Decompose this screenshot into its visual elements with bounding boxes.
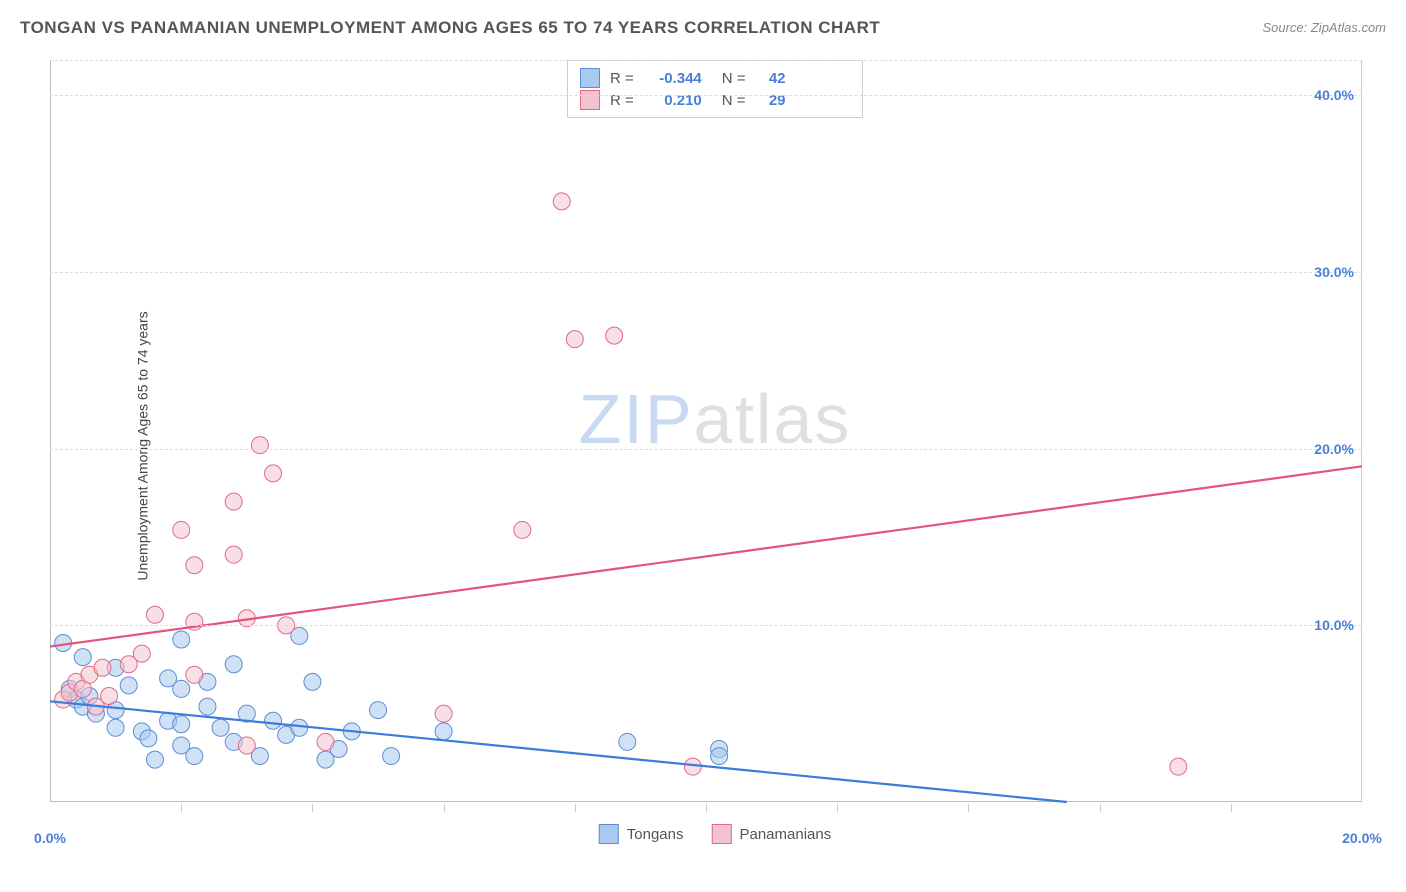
data-point bbox=[606, 327, 623, 344]
data-point bbox=[514, 521, 531, 538]
data-point bbox=[225, 546, 242, 563]
gridline bbox=[50, 95, 1362, 96]
data-point bbox=[186, 557, 203, 574]
x-minor-tick bbox=[1231, 804, 1232, 812]
x-minor-tick bbox=[444, 804, 445, 812]
legend-swatch bbox=[580, 68, 600, 88]
x-minor-tick bbox=[706, 804, 707, 812]
stat-label: N = bbox=[722, 92, 746, 109]
legend-swatch bbox=[580, 90, 600, 110]
data-point bbox=[140, 730, 157, 747]
data-point bbox=[173, 521, 190, 538]
y-tick-label: 20.0% bbox=[1314, 441, 1354, 457]
gridline bbox=[50, 449, 1362, 450]
x-tick-label: 20.0% bbox=[1342, 830, 1382, 846]
gridline bbox=[50, 60, 1362, 61]
data-point bbox=[383, 748, 400, 765]
stats-row: R = 0.210 N = 29 bbox=[580, 89, 850, 111]
stats-row: R = -0.344 N = 42 bbox=[580, 67, 850, 89]
stats-legend: R = -0.344 N = 42 R = 0.210 N = 29 bbox=[567, 60, 863, 118]
data-point bbox=[251, 437, 268, 454]
data-point bbox=[94, 659, 111, 676]
data-point bbox=[711, 748, 728, 765]
data-point bbox=[619, 733, 636, 750]
data-point bbox=[265, 465, 282, 482]
data-point bbox=[553, 193, 570, 210]
data-point bbox=[146, 751, 163, 768]
legend-label: Tongans bbox=[627, 826, 684, 843]
data-point bbox=[370, 702, 387, 719]
data-point bbox=[101, 688, 118, 705]
data-point bbox=[133, 645, 150, 662]
stat-label: R = bbox=[610, 70, 634, 87]
data-point bbox=[238, 737, 255, 754]
data-point bbox=[435, 723, 452, 740]
x-tick-label: 0.0% bbox=[34, 830, 66, 846]
y-tick-label: 30.0% bbox=[1314, 264, 1354, 280]
data-point bbox=[186, 666, 203, 683]
x-minor-tick bbox=[968, 804, 969, 812]
data-point bbox=[120, 677, 137, 694]
x-minor-tick bbox=[575, 804, 576, 812]
data-point bbox=[173, 680, 190, 697]
x-minor-tick bbox=[837, 804, 838, 812]
stat-r-value: -0.344 bbox=[644, 70, 702, 87]
x-minor-tick bbox=[181, 804, 182, 812]
chart-title: TONGAN VS PANAMANIAN UNEMPLOYMENT AMONG … bbox=[20, 18, 880, 37]
x-minor-tick bbox=[1100, 804, 1101, 812]
data-point bbox=[173, 716, 190, 733]
legend-swatch bbox=[599, 824, 619, 844]
gridline bbox=[50, 272, 1362, 273]
data-point bbox=[1170, 758, 1187, 775]
data-point bbox=[173, 631, 190, 648]
plot-area: ZIPatlas R =-0.344N =42R =0.210N =29 Ton… bbox=[50, 60, 1380, 840]
chart-header: TONGAN VS PANAMANIAN UNEMPLOYMENT AMONG … bbox=[20, 18, 1386, 46]
data-point bbox=[435, 705, 452, 722]
data-point bbox=[291, 719, 308, 736]
regression-line bbox=[50, 466, 1362, 646]
chart-svg bbox=[50, 60, 1380, 840]
data-point bbox=[74, 649, 91, 666]
data-point bbox=[566, 331, 583, 348]
data-point bbox=[304, 673, 321, 690]
stat-label: R = bbox=[610, 92, 634, 109]
data-point bbox=[265, 712, 282, 729]
y-tick-label: 40.0% bbox=[1314, 87, 1354, 103]
data-point bbox=[186, 748, 203, 765]
regression-line bbox=[50, 701, 1067, 802]
data-point bbox=[212, 719, 229, 736]
legend-label: Panamanians bbox=[739, 826, 831, 843]
stat-label: N = bbox=[722, 70, 746, 87]
legend-item: Panamanians bbox=[711, 824, 831, 844]
data-point bbox=[199, 698, 216, 715]
y-tick-label: 10.0% bbox=[1314, 617, 1354, 633]
data-point bbox=[107, 719, 124, 736]
stat-n-value: 42 bbox=[756, 70, 786, 87]
source-label: Source: ZipAtlas.com bbox=[1262, 20, 1386, 35]
legend-swatch bbox=[711, 824, 731, 844]
data-point bbox=[225, 656, 242, 673]
data-point bbox=[225, 493, 242, 510]
x-minor-tick bbox=[312, 804, 313, 812]
legend-item: Tongans bbox=[599, 824, 684, 844]
data-point bbox=[317, 733, 334, 750]
gridline bbox=[50, 625, 1362, 626]
stat-r-value: 0.210 bbox=[644, 92, 702, 109]
data-point bbox=[684, 758, 701, 775]
series-legend: Tongans Panamanians bbox=[599, 824, 831, 844]
data-point bbox=[146, 606, 163, 623]
stat-n-value: 29 bbox=[756, 92, 786, 109]
